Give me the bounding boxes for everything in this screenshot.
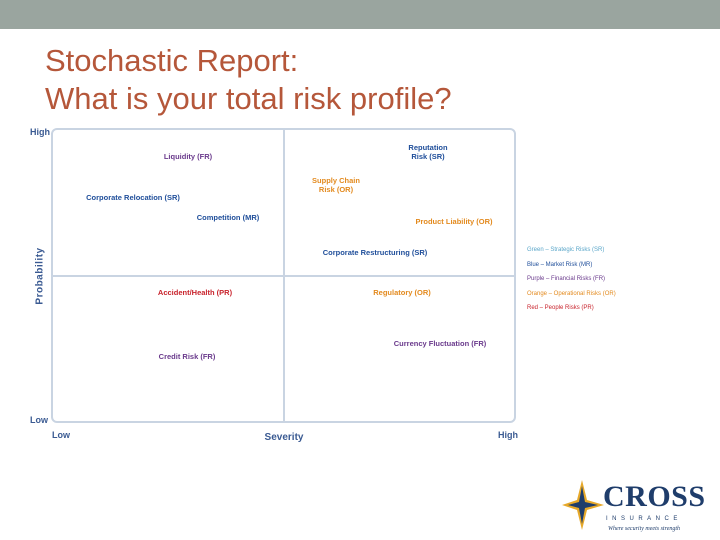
logo-wordmark: CROSS [603,480,706,513]
risk-item: Supply Chain Risk (OR) [312,176,360,194]
logo-subtitle: INSURANCE [606,516,682,522]
risk-item: Liquidity (FR) [163,152,213,161]
x-axis-title: Severity [264,432,304,443]
risk-item: Regulatory (OR) [373,288,431,297]
title-line-2: What is your total risk profile? [45,81,452,116]
star-icon [562,480,604,530]
legend-item: Purple – Financial Risks (FR) [527,276,606,282]
y-axis-low-label: Low [30,415,48,425]
risk-item: Credit Risk (FR) [158,352,216,361]
legend-item: Red – People Risks (PR) [527,305,594,311]
title-line-1: Stochastic Report: [45,43,299,78]
risk-item: Corporate Restructuring (SR) [322,248,428,257]
risk-item: Reputation Risk (SR) [408,143,448,161]
logo-tagline: Where security meets strength [608,526,681,532]
risk-item: Currency Fluctuation (FR) [393,339,487,348]
risk-item: Corporate Relocation (SR) [86,193,180,202]
risk-item: Accident/Health (PR) [157,288,233,297]
risk-item: Competition (MR) [196,213,260,222]
risk-item: Product Liability (OR) [415,217,493,226]
legend-item: Blue – Market Risk (MR) [527,261,593,268]
legend-item: Orange – Operational Risks (OR) [527,290,616,297]
y-axis-high-label: High [30,127,50,137]
cross-insurance-logo [562,480,604,530]
x-axis-high-label: High [498,430,518,440]
top-bar [0,0,720,29]
matrix-horizontal-divider [52,275,515,277]
x-axis-low-label: Low [52,430,70,440]
y-axis-title: Probability [34,247,46,305]
slide-title: Stochastic Report: What is your total ri… [45,42,452,118]
legend: Green – Strategic Risks (SR) Blue – Mark… [527,243,616,316]
legend-item: Green – Strategic Risks (SR) [527,247,605,253]
